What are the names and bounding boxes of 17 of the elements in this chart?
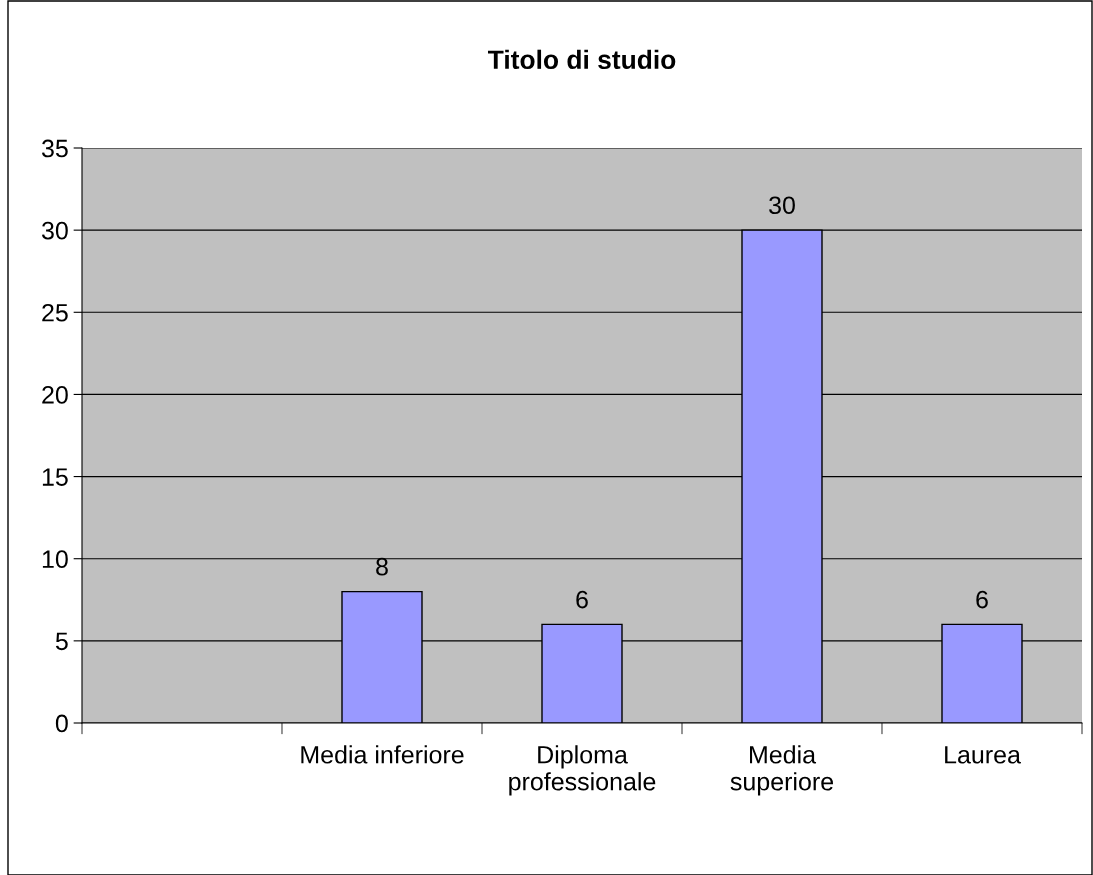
x-tick-label: Diploma professionale: [509, 745, 656, 796]
chart-title: Titolo di studio: [488, 49, 676, 70]
y-tick-label: 35: [41, 139, 68, 158]
y-tick-label: 30: [41, 221, 68, 240]
y-tick-label: 0: [55, 714, 68, 733]
y-tick-label: 15: [42, 468, 68, 486]
data-label: 8: [376, 557, 388, 576]
y-tick-label: 5: [55, 632, 68, 651]
y-tick-label: 25: [42, 303, 68, 322]
data-label: 6: [976, 590, 988, 609]
y-tick-label: 10: [42, 550, 68, 569]
x-tick-label: Laurea: [945, 746, 1021, 764]
y-tick-label: 20: [42, 386, 68, 404]
x-tick-label: Media inferiore: [301, 745, 464, 764]
data-label: 6: [576, 590, 588, 609]
data-label: 30: [769, 196, 795, 215]
x-tick-label: Media superiore: [730, 745, 834, 796]
